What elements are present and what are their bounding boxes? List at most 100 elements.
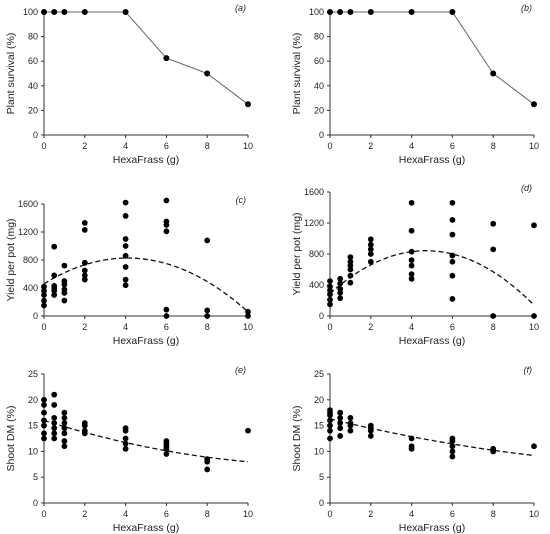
y-tick-label: 20 bbox=[28, 105, 38, 115]
y-axis-label: Plant survival (%) bbox=[291, 33, 303, 115]
y-axis-label: Yield per pot (mg) bbox=[5, 218, 17, 301]
data-point bbox=[61, 297, 68, 304]
data-point bbox=[41, 297, 47, 304]
data-point bbox=[367, 433, 374, 439]
panel-tag: (b) bbox=[521, 3, 532, 13]
data-point bbox=[51, 272, 58, 279]
y-tick-label: 80 bbox=[314, 32, 324, 42]
data-point bbox=[81, 427, 88, 434]
x-tick-label: 6 bbox=[450, 141, 455, 151]
y-tick-label: 15 bbox=[314, 421, 324, 431]
panel-tag: (a) bbox=[235, 3, 246, 13]
data-point bbox=[122, 440, 129, 447]
data-point bbox=[41, 417, 47, 424]
data-point bbox=[408, 275, 415, 282]
data-point bbox=[449, 272, 456, 279]
data-point bbox=[327, 296, 333, 303]
data-point bbox=[449, 231, 456, 238]
x-tick-label: 10 bbox=[529, 141, 539, 151]
data-point bbox=[122, 9, 129, 15]
data-point bbox=[408, 9, 415, 15]
data-point bbox=[408, 248, 415, 255]
data-point bbox=[204, 70, 211, 77]
data-point bbox=[122, 236, 129, 242]
data-point bbox=[327, 301, 333, 308]
data-point bbox=[531, 222, 537, 229]
data-point bbox=[347, 420, 354, 426]
data-point bbox=[337, 285, 344, 292]
data-point bbox=[163, 451, 170, 457]
x-tick-label: 2 bbox=[368, 509, 373, 519]
data-point bbox=[122, 264, 129, 270]
panel-f: 0 2 4 6 8 10 0 5 10 15 20 25 HexaFrass (g) Shoot DM (… bbox=[291, 365, 539, 534]
data-point bbox=[41, 402, 47, 408]
data-point bbox=[51, 391, 58, 398]
data-point bbox=[449, 435, 456, 442]
x-axis-label: HexaFrass (g) bbox=[113, 522, 180, 534]
data-point bbox=[327, 417, 333, 424]
data-point bbox=[163, 306, 170, 313]
y-tick-label: 10 bbox=[28, 446, 38, 456]
data-point bbox=[163, 55, 170, 62]
data-point bbox=[245, 308, 251, 315]
data-point bbox=[41, 409, 47, 416]
data-point bbox=[204, 313, 211, 319]
trend-line bbox=[329, 250, 535, 306]
data-point bbox=[61, 425, 68, 432]
data-point bbox=[163, 218, 170, 225]
data-point bbox=[347, 9, 354, 15]
data-point bbox=[61, 9, 68, 15]
x-tick-label: 6 bbox=[164, 141, 169, 151]
data-point bbox=[367, 236, 374, 243]
data-point bbox=[337, 425, 344, 432]
data-point bbox=[204, 307, 211, 314]
data-point bbox=[408, 443, 415, 450]
data-point bbox=[449, 453, 456, 460]
data-point bbox=[204, 466, 211, 473]
data-point bbox=[449, 258, 456, 265]
data-point bbox=[163, 438, 170, 444]
x-tick-label: 4 bbox=[123, 509, 128, 519]
data-point bbox=[408, 199, 415, 206]
y-tick-label: 15 bbox=[28, 421, 38, 431]
data-point bbox=[367, 246, 374, 253]
x-tick-label: 4 bbox=[123, 141, 128, 151]
x-tick-label: 2 bbox=[82, 509, 87, 519]
data-point bbox=[337, 280, 344, 287]
x-tick-label: 0 bbox=[41, 509, 46, 519]
y-tick-label: 400 bbox=[309, 280, 324, 290]
data-point bbox=[531, 313, 537, 319]
x-tick-label: 2 bbox=[82, 322, 87, 332]
data-point bbox=[327, 9, 333, 15]
x-tick-label: 6 bbox=[164, 322, 169, 332]
x-tick-label: 10 bbox=[529, 509, 539, 519]
data-point bbox=[449, 443, 456, 450]
x-tick-label: 8 bbox=[205, 509, 210, 519]
data-point bbox=[51, 425, 58, 432]
data-point bbox=[367, 241, 374, 248]
y-tick-label: 20 bbox=[28, 395, 38, 405]
data-point bbox=[51, 243, 58, 250]
data-point bbox=[122, 445, 129, 452]
x-tick-label: 8 bbox=[491, 141, 496, 151]
data-point bbox=[163, 313, 170, 319]
data-point bbox=[347, 427, 354, 434]
data-point bbox=[337, 420, 344, 426]
data-point bbox=[408, 271, 415, 278]
data-point bbox=[41, 9, 47, 15]
y-tick-label: 0 bbox=[319, 311, 324, 321]
x-tick-label: 4 bbox=[409, 509, 414, 519]
x-tick-label: 10 bbox=[243, 322, 253, 332]
data-point bbox=[81, 227, 88, 233]
data-point bbox=[51, 402, 58, 408]
y-tick-label: 1600 bbox=[304, 187, 324, 197]
y-tick-label: 10 bbox=[314, 446, 324, 456]
y-tick-label: 25 bbox=[28, 369, 38, 379]
data-point bbox=[337, 295, 344, 302]
data-point bbox=[81, 267, 88, 274]
data-point bbox=[51, 9, 58, 15]
data-point bbox=[51, 420, 58, 426]
y-tick-label: 100 bbox=[309, 7, 324, 17]
data-point bbox=[347, 279, 354, 286]
